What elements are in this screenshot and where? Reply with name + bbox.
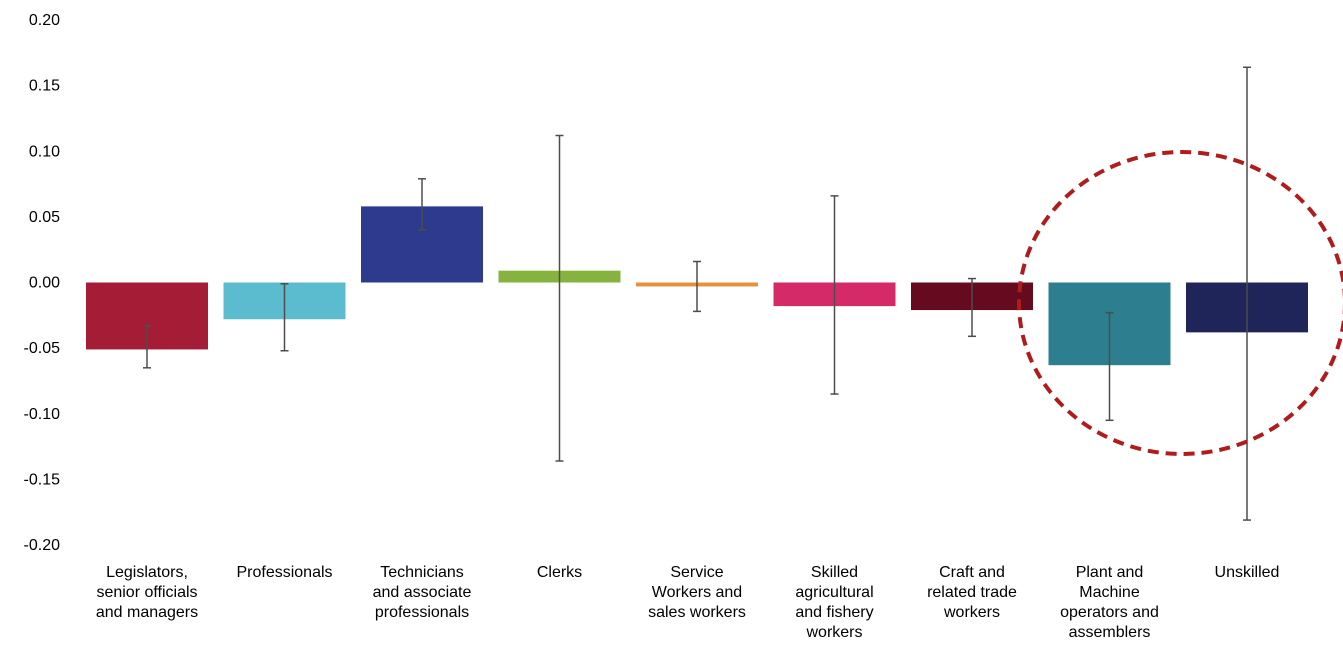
error-bar [280,283,289,352]
y-tick-label: -0.05 [24,340,61,357]
error-bar [143,325,151,369]
error-bar [1243,66,1251,521]
y-axis-ticks: 0.20 0.15 0.10 0.05 0.00 -0.05 -0.10 -0.15 -0.20 [24,12,61,554]
highlight-ellipse [1017,150,1343,456]
y-tick-label: 0.00 [29,275,60,292]
category-label: Service Workers and sales workers [648,564,746,621]
y-tick-label: 0.20 [29,12,60,29]
error-bar [555,134,564,462]
y-tick-label: 0.15 [29,78,60,95]
category-label: Professionals [236,564,332,581]
y-tick-label: -0.20 [24,537,61,554]
y-tick-label: 0.05 [29,209,60,226]
category-label: Skilled agricultural and fishery workers [795,564,873,641]
error-bar [418,178,426,231]
error-bar [693,260,701,313]
y-tick-label: -0.10 [24,406,61,423]
category-label: Technicians and associate professionals [373,564,472,621]
category-label: Plant and Machine operators and assemblers [1060,564,1159,641]
error-bar [1105,311,1114,422]
error-bars [143,66,1251,521]
error-bar [830,195,839,395]
category-label: Craft and related trade workers [927,564,1017,621]
error-bar [968,277,976,338]
category-label: Unskilled [1215,564,1280,581]
y-tick-label: 0.10 [29,143,60,160]
category-label: Clerks [537,564,582,581]
category-labels: Legislators, senior officials and managers… [96,564,1280,641]
y-tick-label: -0.15 [24,471,61,488]
category-label: Legislators, senior officials and managers [96,564,198,621]
